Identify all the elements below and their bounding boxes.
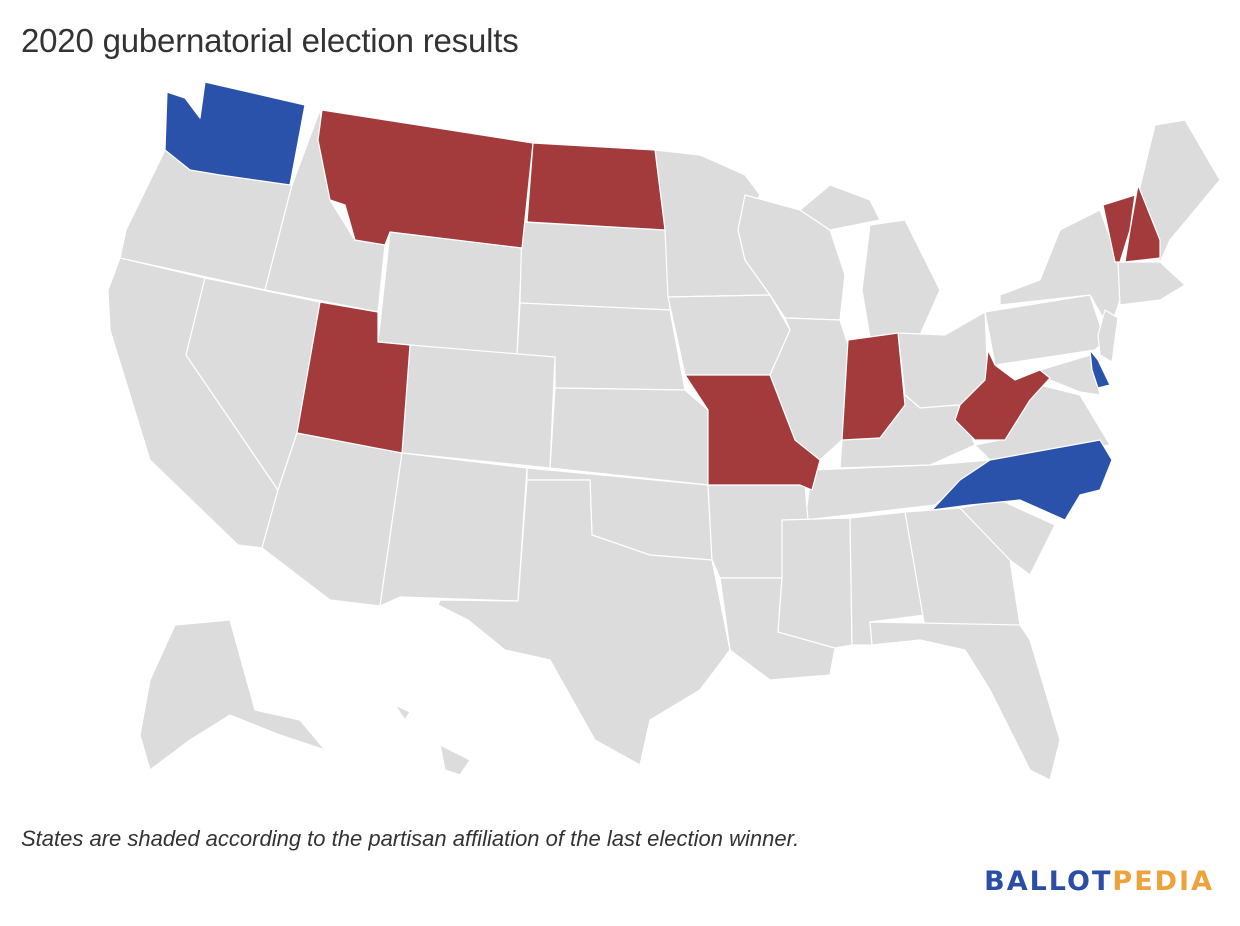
state-new-jersey[interactable]	[1097, 309, 1119, 363]
state-new-england[interactable]	[1117, 261, 1186, 306]
state-texas[interactable]	[437, 479, 731, 766]
state-montana[interactable]	[317, 109, 534, 249]
ballotpedia-logo[interactable]: BALLOTPEDIA	[984, 866, 1214, 897]
state-west-virginia[interactable]	[954, 349, 1051, 441]
state-indiana[interactable]	[841, 332, 906, 441]
state-kansas[interactable]	[549, 387, 709, 486]
state-utah[interactable]	[296, 301, 411, 454]
state-colorado[interactable]	[401, 344, 556, 469]
state-washington[interactable]	[164, 81, 306, 186]
state-alaska[interactable]	[139, 619, 326, 771]
us-map	[107, 81, 1221, 781]
state-new-mexico[interactable]	[379, 452, 528, 607]
logo-pedia: PEDIA	[1112, 866, 1214, 897]
state-georgia[interactable]	[904, 507, 1021, 629]
state-wyoming[interactable]	[377, 231, 523, 356]
logo-ballot: BALLOT	[984, 866, 1113, 897]
state-michigan[interactable]	[861, 219, 941, 339]
state-south-dakota[interactable]	[519, 221, 671, 311]
state-pennsylvania[interactable]	[984, 294, 1106, 366]
map-title: 2020 gubernatorial election results	[21, 22, 519, 59]
state-delaware[interactable]	[1089, 349, 1111, 389]
state-new-hampshire[interactable]	[1124, 184, 1161, 263]
state-vermont[interactable]	[1102, 194, 1136, 263]
state-missouri[interactable]	[684, 374, 821, 491]
map-caption: States are shaded according to the parti…	[21, 826, 800, 851]
state-iowa[interactable]	[667, 294, 791, 376]
state-mississippi[interactable]	[777, 517, 853, 649]
state-north-carolina[interactable]	[931, 439, 1113, 521]
state-north-dakota[interactable]	[526, 142, 666, 231]
state-florida[interactable]	[869, 621, 1061, 781]
state-maine[interactable]	[1137, 119, 1221, 263]
state-michigan-up[interactable]	[799, 184, 881, 231]
state-hawaii[interactable]	[394, 704, 471, 776]
